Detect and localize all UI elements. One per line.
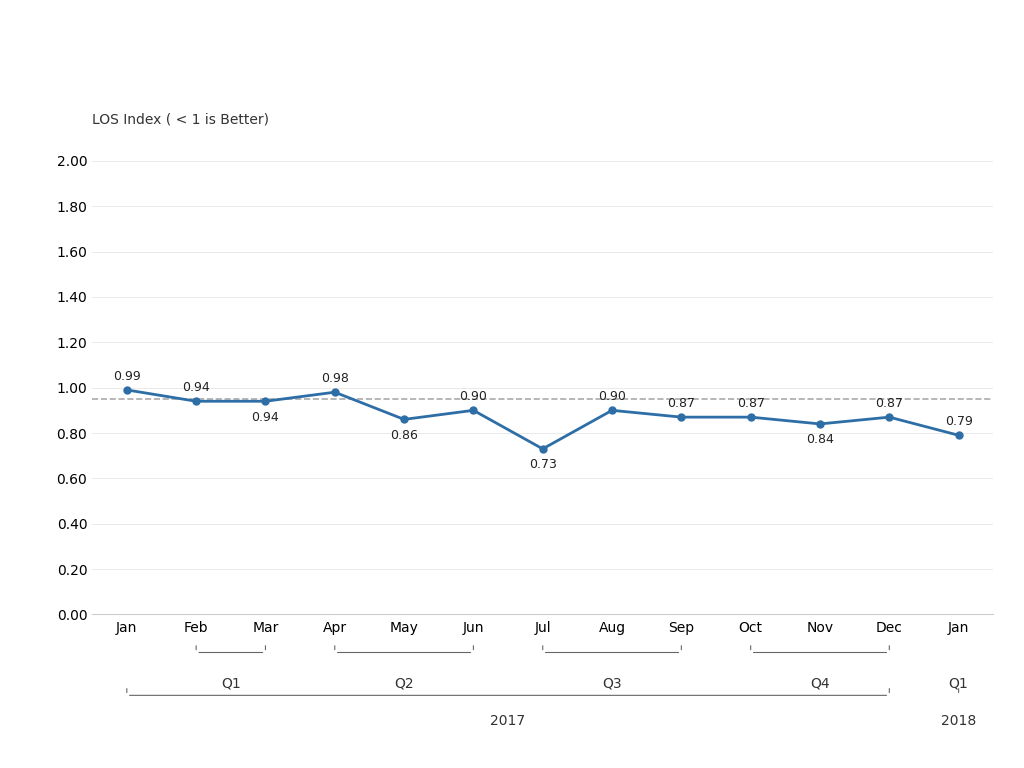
Text: 0.87: 0.87 bbox=[736, 397, 765, 410]
Text: 0.86: 0.86 bbox=[390, 429, 418, 442]
Text: 0.90: 0.90 bbox=[598, 390, 626, 403]
Text: 0.79: 0.79 bbox=[945, 415, 973, 429]
Text: Q1: Q1 bbox=[949, 677, 969, 690]
Text: 0.87: 0.87 bbox=[876, 397, 903, 410]
Text: LOS Index ( < 1 is Better): LOS Index ( < 1 is Better) bbox=[92, 113, 269, 127]
Text: Q4: Q4 bbox=[810, 677, 829, 690]
Text: Overall LOS Index Trend – TuftsMC Overall: Overall LOS Index Trend – TuftsMC Overal… bbox=[31, 65, 610, 93]
Text: 0.84: 0.84 bbox=[806, 433, 834, 446]
Text: Q1: Q1 bbox=[221, 677, 241, 690]
Text: 2018: 2018 bbox=[941, 714, 976, 728]
Text: Q2: Q2 bbox=[394, 677, 414, 690]
Text: 0.87: 0.87 bbox=[668, 397, 695, 410]
Text: 0.90: 0.90 bbox=[460, 390, 487, 403]
Text: 0.94: 0.94 bbox=[252, 411, 280, 424]
Text: Q3: Q3 bbox=[602, 677, 622, 690]
Text: 0.98: 0.98 bbox=[321, 372, 349, 385]
Text: 0.94: 0.94 bbox=[182, 381, 210, 394]
Text: 2017: 2017 bbox=[490, 714, 525, 728]
Text: 0.99: 0.99 bbox=[113, 370, 140, 382]
Text: 0.73: 0.73 bbox=[528, 458, 557, 472]
